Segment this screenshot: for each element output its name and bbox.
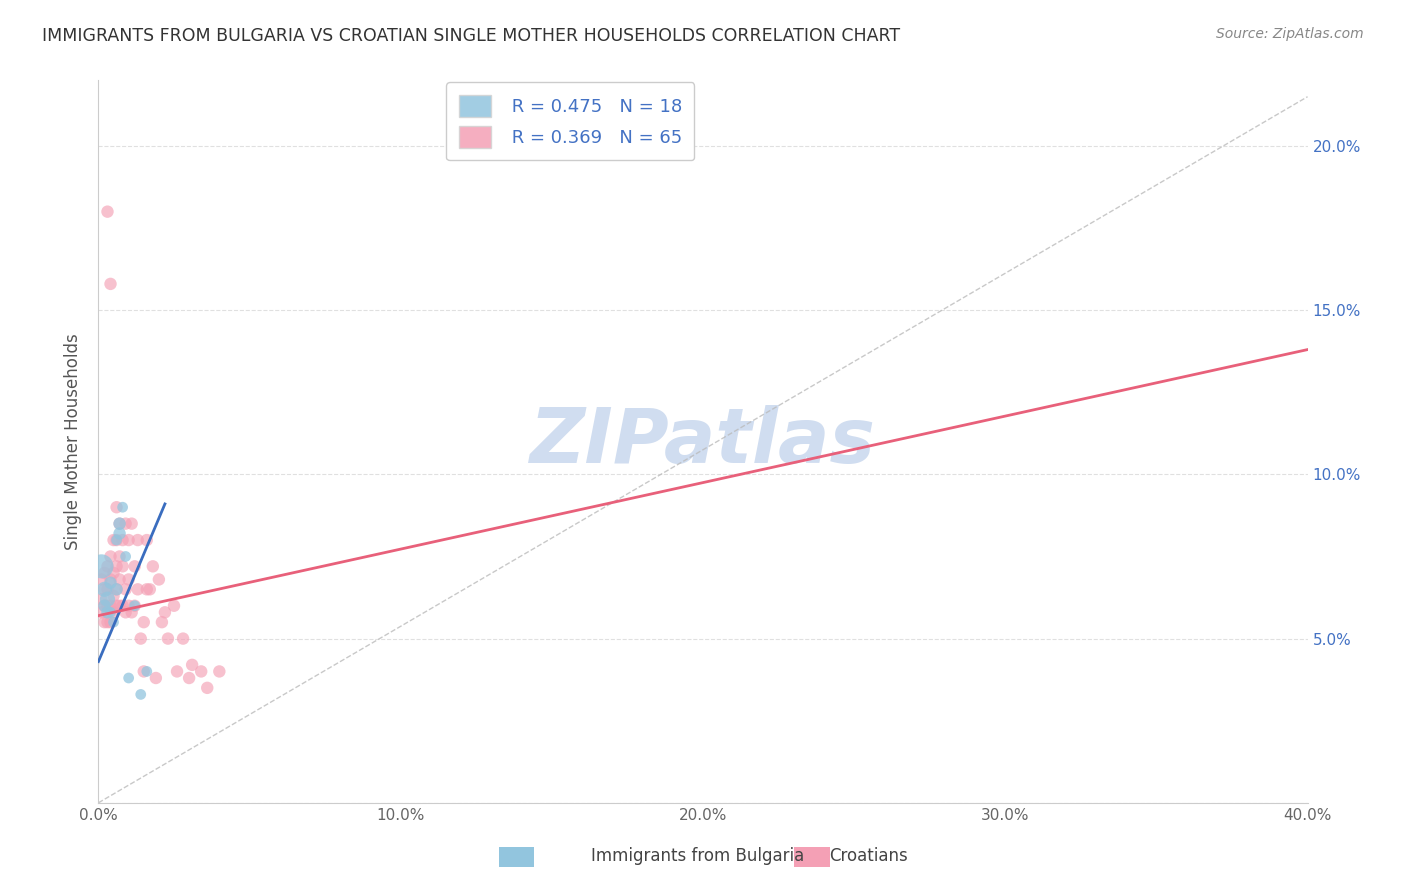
Point [105, 582, 128, 597]
Point [103, 589, 125, 603]
Point [114, 582, 136, 597]
Point [96, 615, 118, 630]
Point [127, 582, 149, 597]
Point [132, 615, 155, 630]
Point [105, 582, 128, 597]
Point [208, 665, 231, 679]
Point [124, 599, 146, 613]
Point [103, 533, 125, 547]
Point [103, 605, 125, 619]
Point [93, 599, 115, 613]
Point [96, 559, 118, 574]
Point [111, 500, 134, 515]
Point [93, 566, 115, 580]
Point [195, 681, 218, 695]
Point [100, 599, 122, 613]
Point [111, 559, 134, 574]
Text: IMMIGRANTS FROM BULGARIA VS CROATIAN SINGLE MOTHER HOUSEHOLDS CORRELATION CHART: IMMIGRANTS FROM BULGARIA VS CROATIAN SIN… [42, 27, 900, 45]
Point [129, 632, 152, 646]
Point [96, 592, 118, 607]
Point [96, 605, 118, 619]
Point [118, 533, 141, 547]
Point [103, 615, 125, 630]
Point [121, 605, 143, 619]
Point [108, 516, 131, 531]
Point [103, 566, 125, 580]
Point [93, 599, 115, 613]
Point [181, 657, 204, 672]
Point [111, 533, 134, 547]
Point [135, 665, 157, 679]
Point [100, 277, 122, 291]
Point [105, 533, 128, 547]
Point [172, 632, 194, 646]
Point [114, 516, 136, 531]
Point [190, 665, 212, 679]
Text: Croatians: Croatians [830, 847, 908, 865]
Point [121, 516, 143, 531]
Point [90, 605, 112, 619]
Text: Source: ZipAtlas.com: Source: ZipAtlas.com [1216, 27, 1364, 41]
Point [93, 582, 115, 597]
Point [111, 599, 134, 613]
Point [118, 573, 141, 587]
Point [166, 665, 188, 679]
Point [124, 559, 146, 574]
Point [105, 500, 128, 515]
Point [153, 605, 176, 619]
Y-axis label: Single Mother Households: Single Mother Households [65, 334, 83, 549]
Point [93, 615, 115, 630]
Text: ZIPatlas: ZIPatlas [530, 405, 876, 478]
Point [90, 592, 112, 607]
Point [145, 671, 167, 685]
Point [150, 615, 173, 630]
Point [100, 605, 122, 619]
Point [108, 573, 131, 587]
Point [139, 582, 162, 597]
Point [108, 516, 131, 531]
Point [118, 671, 141, 685]
Point [90, 559, 112, 574]
Point [100, 575, 122, 590]
Text: Immigrants from Bulgaria: Immigrants from Bulgaria [591, 847, 804, 865]
Point [135, 533, 157, 547]
Point [108, 549, 131, 564]
Point [105, 559, 128, 574]
Point [105, 599, 128, 613]
Point [105, 533, 128, 547]
Point [148, 573, 170, 587]
Point [96, 599, 118, 613]
Point [108, 526, 131, 541]
Point [114, 605, 136, 619]
Legend:  R = 0.475   N = 18,  R = 0.369   N = 65: R = 0.475 N = 18, R = 0.369 N = 65 [446, 82, 695, 161]
Point [129, 687, 152, 701]
Point [156, 632, 179, 646]
Point [96, 582, 118, 597]
Point [90, 573, 112, 587]
Point [132, 665, 155, 679]
Point [93, 582, 115, 597]
Point [118, 599, 141, 613]
Point [100, 573, 122, 587]
Point [163, 599, 186, 613]
Point [108, 599, 131, 613]
Point [135, 582, 157, 597]
Point [179, 671, 201, 685]
Point [114, 549, 136, 564]
Point [124, 599, 146, 613]
Point [96, 204, 118, 219]
Point [142, 559, 165, 574]
Point [127, 533, 149, 547]
Point [100, 615, 122, 630]
Point [100, 549, 122, 564]
